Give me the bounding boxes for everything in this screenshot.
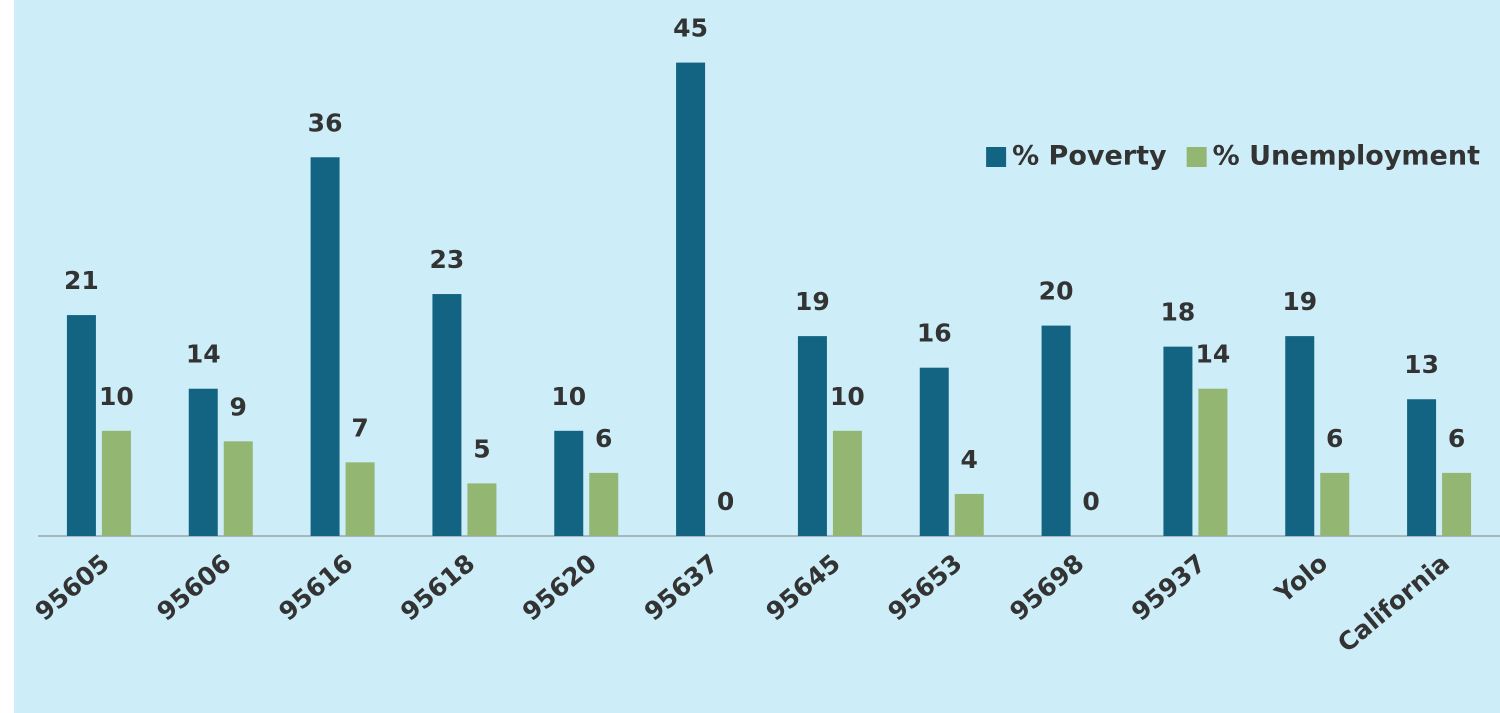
data-label: 18	[1161, 298, 1196, 327]
bar	[66, 315, 96, 536]
bar	[676, 62, 706, 536]
data-label: 6	[595, 424, 612, 453]
data-label: 7	[351, 413, 368, 442]
bar	[832, 430, 862, 536]
bar	[101, 430, 131, 536]
data-label: 36	[308, 108, 343, 137]
data-label: 6	[1326, 424, 1343, 453]
bar	[1320, 472, 1350, 536]
bar	[1163, 346, 1193, 536]
data-label: 14	[186, 340, 221, 369]
bar	[919, 367, 949, 536]
bar	[432, 294, 462, 536]
data-label: 0	[717, 487, 734, 516]
bar	[345, 462, 375, 536]
data-label: 6	[1448, 424, 1465, 453]
data-label: 9	[230, 392, 247, 421]
bar	[954, 493, 984, 536]
data-label: 14	[1196, 340, 1231, 369]
chart-background	[14, 0, 1500, 713]
data-label: 23	[430, 245, 465, 274]
data-label: 5	[473, 434, 490, 463]
bar	[797, 336, 827, 536]
data-label: 10	[551, 382, 586, 411]
bar	[1285, 336, 1315, 536]
data-label: 45	[673, 14, 708, 43]
data-label: 21	[64, 266, 99, 295]
data-label: 19	[1282, 287, 1317, 316]
bar	[589, 472, 619, 536]
data-label: 16	[917, 319, 952, 348]
data-label: 4	[961, 445, 978, 474]
data-label: 20	[1039, 277, 1074, 306]
bar	[310, 157, 340, 536]
legend-swatch	[1186, 147, 1207, 167]
bar	[467, 483, 497, 536]
bar	[1041, 325, 1071, 536]
bar	[223, 441, 253, 536]
bar	[1198, 388, 1228, 536]
bar	[1407, 399, 1437, 536]
bar	[188, 388, 218, 536]
bar	[554, 430, 584, 536]
legend-label: % Poverty	[1012, 141, 1167, 172]
legend-swatch	[986, 147, 1007, 167]
legend-label: % Unemployment	[1213, 141, 1480, 172]
bar	[1442, 472, 1472, 536]
data-label: 10	[99, 382, 134, 411]
data-label: 0	[1082, 487, 1099, 516]
data-label: 19	[795, 287, 830, 316]
data-label: 13	[1404, 350, 1439, 379]
data-label: 10	[830, 382, 865, 411]
